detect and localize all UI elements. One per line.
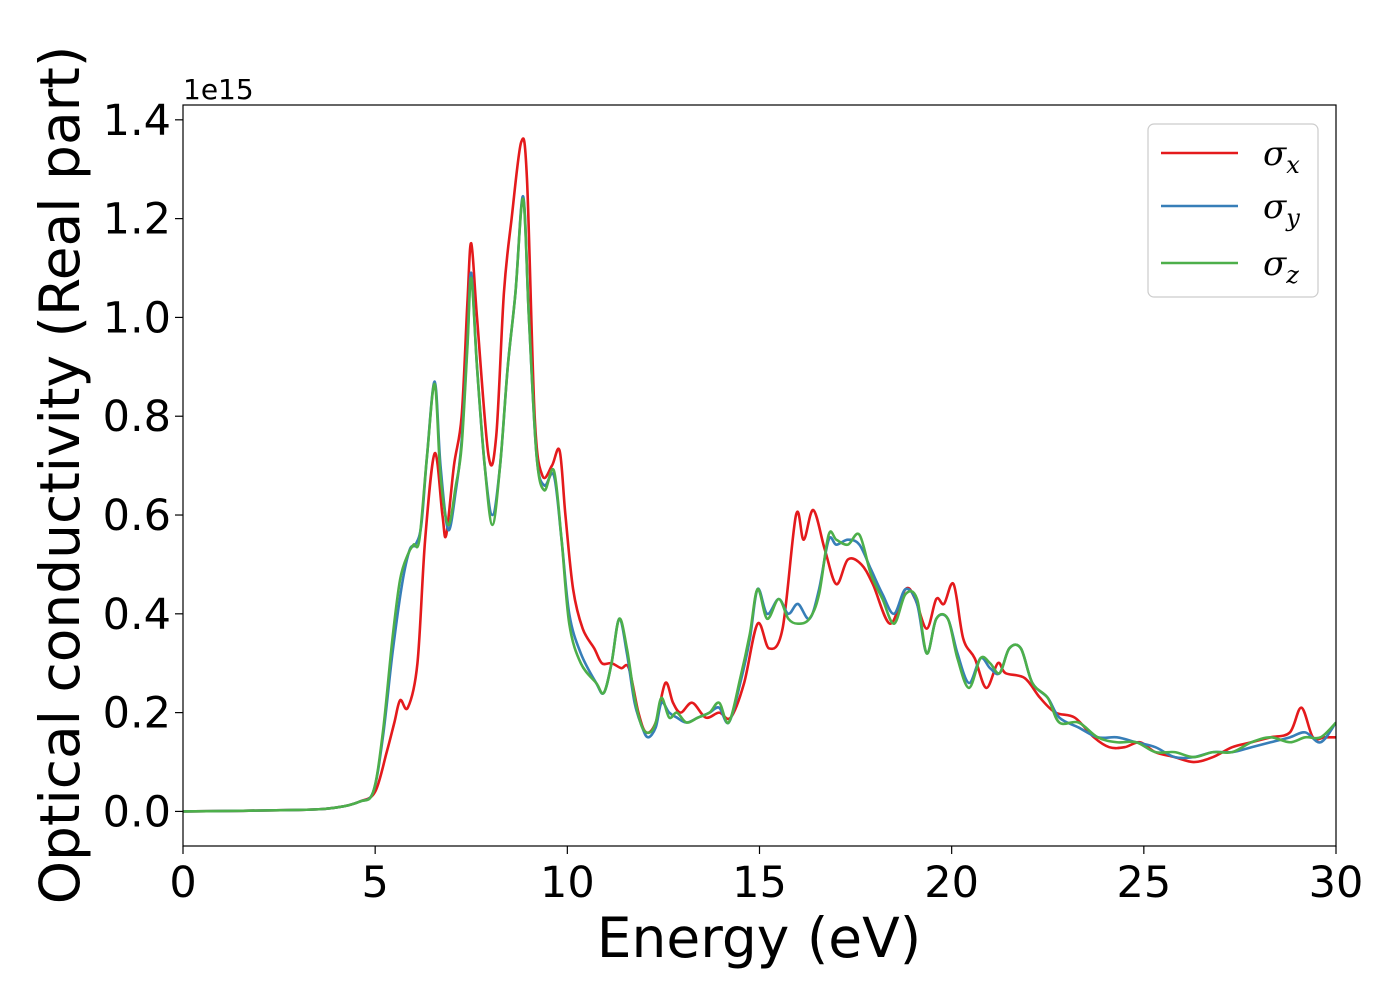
y-tick-label: 0.8 bbox=[103, 392, 171, 442]
x-tick-label: 10 bbox=[540, 858, 595, 908]
y-tick-label: 1.4 bbox=[103, 96, 171, 146]
legend-symbol: σ bbox=[1263, 134, 1287, 174]
x-tick-label: 15 bbox=[732, 858, 787, 908]
x-tick-label: 25 bbox=[1116, 858, 1171, 908]
legend-label-x: σx bbox=[1263, 134, 1300, 179]
x-axis-label: Energy (eV) bbox=[597, 906, 921, 970]
legend-subscript: y bbox=[1285, 204, 1300, 232]
legend-box bbox=[1147, 123, 1319, 298]
series-layer bbox=[183, 137, 1336, 813]
legend-symbol: σ bbox=[1263, 244, 1287, 284]
legend-label-y: σy bbox=[1263, 187, 1300, 232]
y-offset-label: 1e15 bbox=[183, 73, 254, 106]
y-tick-label: 0.2 bbox=[103, 689, 171, 739]
x-axis-ticks: 0 5 10 15 20 25 30 bbox=[169, 846, 1363, 908]
legend-subscript: z bbox=[1285, 261, 1299, 289]
plot-background bbox=[183, 105, 1336, 846]
legend-subscript: x bbox=[1286, 151, 1300, 179]
x-tick-label: 30 bbox=[1309, 858, 1364, 908]
legend-symbol: σ bbox=[1263, 187, 1287, 227]
y-tick-label: 1.0 bbox=[103, 293, 171, 343]
y-tick-label: 0.0 bbox=[103, 787, 171, 837]
y-tick-label: 1.2 bbox=[103, 195, 171, 245]
y-tick-label: 0.4 bbox=[103, 590, 171, 640]
y-axis-label: Optical conductivity (Real part) bbox=[28, 46, 92, 905]
x-tick-label: 5 bbox=[361, 858, 388, 908]
y-axis-ticks: 0.0 0.2 0.4 0.6 0.8 1.0 1.2 1.4 bbox=[103, 96, 183, 837]
x-tick-label: 20 bbox=[924, 858, 979, 908]
y-tick-label: 0.6 bbox=[103, 491, 171, 541]
series-line-z bbox=[183, 197, 1336, 813]
legend-label-z: σz bbox=[1263, 244, 1299, 289]
x-tick-label: 0 bbox=[169, 858, 196, 908]
